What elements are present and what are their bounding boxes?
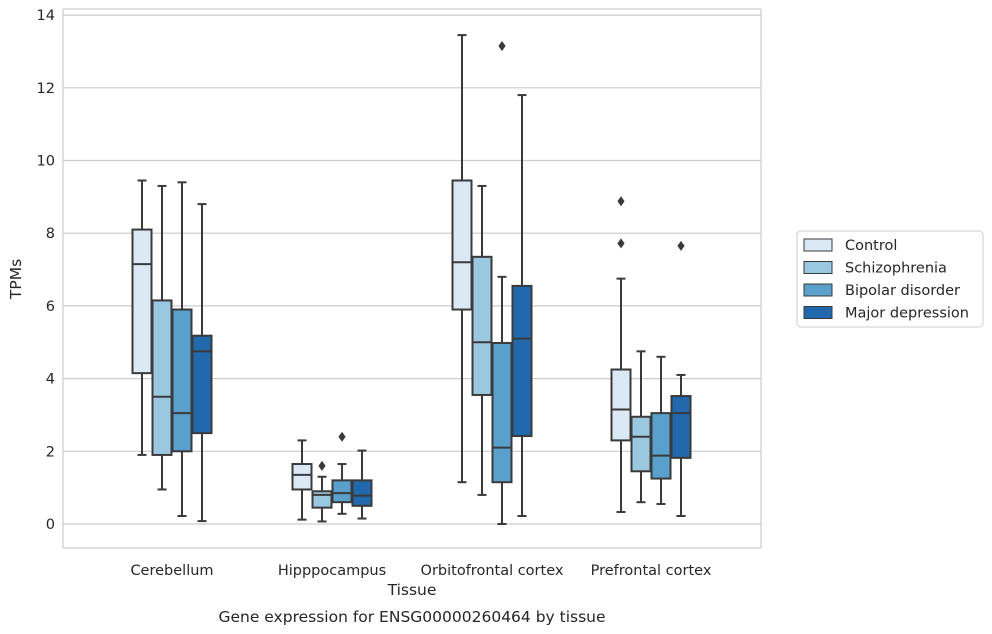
legend-label: Schizophrenia [845, 261, 947, 277]
box-group [650, 355, 672, 506]
box-iqr [151, 299, 173, 456]
legend-swatch [803, 261, 833, 274]
box-iqr [311, 490, 333, 509]
box-group [471, 184, 493, 496]
box-group [351, 449, 373, 520]
plot-area-frame [62, 8, 762, 549]
box-iqr [630, 415, 652, 473]
legend: Control Schizophrenia Bipolar disorder Majo… [796, 230, 984, 328]
box-group [511, 94, 533, 518]
outlier-marker [617, 196, 625, 207]
x-tick-label: Orbitofrontal cortex [421, 563, 564, 579]
box-iqr [670, 395, 692, 459]
legend-swatch [803, 238, 833, 252]
box-group [291, 439, 313, 521]
box-iqr [471, 255, 493, 396]
box-iqr [650, 412, 672, 480]
chart-caption: Gene expression for ENSG00000260464 by t… [218, 608, 605, 626]
outlier-marker [338, 431, 346, 442]
legend-frame [796, 230, 984, 328]
box-iqr [610, 368, 632, 442]
box-group [331, 431, 353, 515]
outlier-marker [318, 460, 326, 471]
box-group [670, 240, 692, 518]
x-tick-label: Hipppocampus [278, 563, 386, 579]
x-tick-label: Cerebellum [130, 563, 213, 579]
outlier-marker [677, 240, 685, 251]
box-group [311, 460, 333, 523]
box-iqr [191, 334, 213, 435]
box-iqr [291, 463, 313, 491]
box-group [610, 196, 632, 514]
y-tick-label: 10 [37, 154, 55, 170]
outlier-marker [617, 238, 625, 249]
x-tick-label: Prefrontal cortex [591, 563, 712, 579]
box-iqr [131, 228, 153, 375]
box-iqr [331, 479, 353, 504]
box-iqr [491, 341, 513, 484]
box-iqr [511, 284, 533, 438]
y-axis-label: TPMs [7, 259, 25, 300]
y-tick-label: 4 [46, 372, 55, 388]
boxes [131, 34, 692, 525]
legend-label: Control [845, 238, 897, 254]
box-group [131, 179, 153, 456]
box-iqr [351, 479, 373, 507]
y-tick-label: 2 [46, 444, 55, 460]
x-axis-label: Tissue [387, 581, 437, 599]
y-tick-label: 12 [37, 81, 55, 97]
box-iqr [451, 179, 473, 311]
y-tick-label: 6 [46, 299, 55, 315]
box-group [630, 350, 652, 504]
box-group [171, 181, 193, 518]
box-group [451, 34, 473, 484]
box-group [491, 40, 513, 525]
legend-label: Bipolar disorder [845, 283, 960, 299]
legend-swatch [803, 306, 833, 319]
y-tick-label: 8 [46, 226, 55, 242]
box-group [191, 203, 213, 523]
box-iqr [171, 308, 193, 453]
x-axis-ticks: Cerebellum Hipppocampus Orbitofrontal cort… [130, 563, 711, 579]
y-tick-label: 14 [37, 8, 55, 24]
legend-label: Major depression [845, 306, 969, 322]
y-tick-label: 0 [46, 517, 55, 533]
outlier-marker [498, 40, 506, 51]
legend-swatch [803, 283, 833, 297]
y-axis-ticks: 0 2 4 6 8 10 12 14 [37, 8, 55, 533]
box-group [151, 184, 173, 491]
